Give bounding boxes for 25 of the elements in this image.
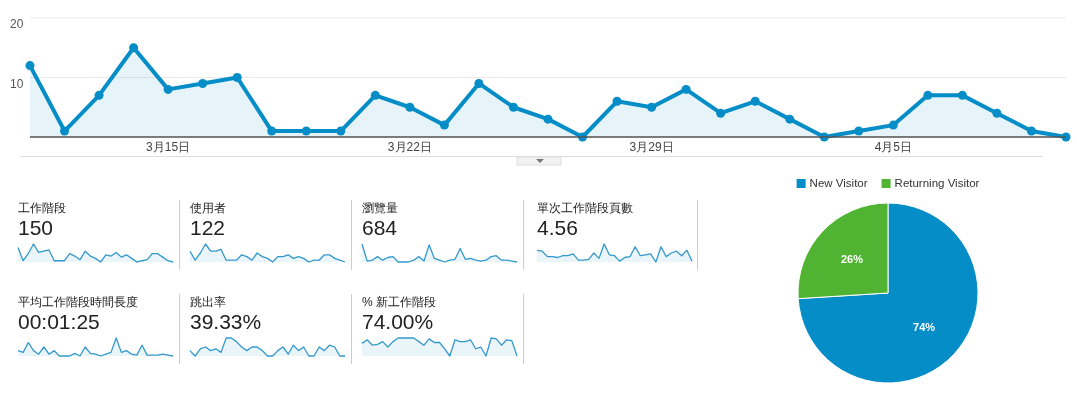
chart-subtitle: 74.00% bbox=[362, 310, 434, 334]
chart-title: 工作階段 bbox=[18, 200, 66, 217]
legend-label: Returning Visitor bbox=[894, 177, 980, 189]
chart-title: 瀏覽量 bbox=[362, 200, 398, 217]
chart-title: 使用者 bbox=[190, 200, 226, 217]
pie-slice bbox=[797, 202, 979, 384]
y-tick-label: 20 bbox=[10, 17, 24, 32]
chart-subtitle: 4.56 bbox=[537, 216, 578, 240]
x-tick-label: 4月5日 bbox=[874, 140, 913, 154]
chart-subtitle: 39.33% bbox=[190, 310, 262, 334]
y-tick-label: 10 bbox=[10, 76, 24, 91]
chart-subtitle: 122 bbox=[190, 216, 226, 240]
chart-title: 單次工作階段頁數 bbox=[537, 200, 633, 217]
chart-subtitle: 150 bbox=[18, 216, 54, 240]
chart-title: 跳出率 bbox=[190, 294, 226, 311]
chart-title: 平均工作階段時間長度 bbox=[18, 294, 138, 311]
chart-subtitle: 684 bbox=[362, 216, 398, 240]
data-label: 26% bbox=[840, 252, 864, 265]
chart-title: % 新工作階段 bbox=[362, 294, 437, 311]
chart-subtitle: 00:01:25 bbox=[18, 310, 100, 334]
x-tick-label: 3月22日 bbox=[387, 140, 432, 154]
x-tick-label: 3月29日 bbox=[629, 140, 674, 154]
x-tick-label: 3月15日 bbox=[146, 140, 191, 154]
data-label: 74% bbox=[913, 320, 936, 333]
legend-label: New Visitor bbox=[809, 177, 868, 189]
